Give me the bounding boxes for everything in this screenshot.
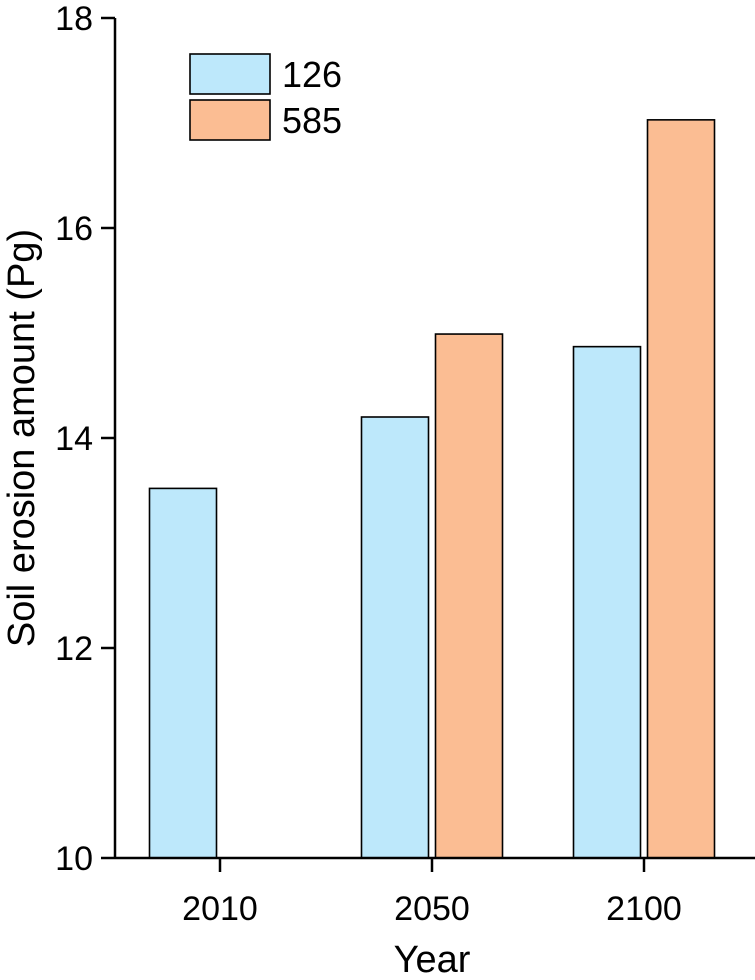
x-axis-title: Year	[394, 939, 471, 980]
bar-126-2010	[148, 487, 218, 859]
y-tick-label: 18	[55, 0, 93, 38]
y-tick-label: 16	[55, 210, 93, 248]
legend-swatch-126	[189, 53, 271, 95]
legend-label-126: 126	[282, 54, 342, 95]
x-tick-label: 2100	[606, 890, 682, 928]
bars-layer	[148, 119, 716, 859]
y-tick-label: 14	[55, 420, 93, 458]
x-tick-label: 2010	[182, 890, 258, 928]
ticks-layer: 10 12 14 16 18 2010 2050 2100	[55, 0, 682, 928]
x-tick-label: 2050	[394, 890, 470, 928]
bar-126-2050	[360, 416, 430, 859]
bar-585-2100	[646, 119, 716, 859]
bar-585-2050	[434, 333, 504, 859]
bar-126-2100	[572, 345, 642, 859]
y-tick-label: 12	[55, 630, 93, 668]
legend-label-585: 585	[282, 100, 342, 141]
y-tick-label: 10	[55, 840, 93, 878]
y-axis-title: Soil erosion amount (Pg)	[1, 229, 43, 647]
legend-swatch-585	[189, 99, 271, 141]
